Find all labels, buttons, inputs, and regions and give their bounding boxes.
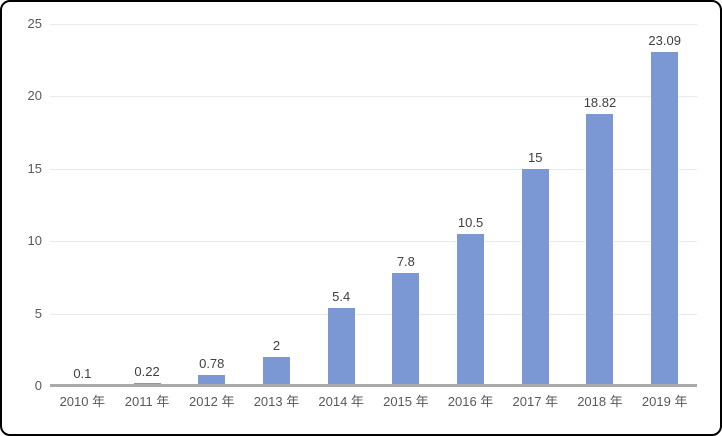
bar-column: 0.22	[115, 24, 180, 386]
y-gridline	[50, 168, 697, 170]
bar-column: 2	[244, 24, 309, 386]
bar-column: 15	[503, 24, 568, 386]
y-gridline	[50, 96, 697, 98]
bar-value-label: 18.82	[583, 94, 617, 110]
bar	[651, 51, 679, 386]
bar-value-label: 23.09	[648, 32, 681, 48]
x-axis-line	[50, 384, 697, 387]
bar	[392, 273, 420, 386]
bar-value-label: 5.4	[332, 288, 351, 304]
plot-area: 0.1 0.22 0.78 2 5.4 7.8 10.5 15 18.82 23.09 0 5 10 1…	[28, 16, 697, 393]
x-axis-tick-label: 2014 年	[318, 394, 364, 409]
bar-value-label: 15	[528, 149, 543, 165]
bar-column: 7.8	[374, 24, 439, 386]
bar-value-label: 7.8	[396, 254, 415, 270]
bar-column: 10.5	[438, 24, 503, 386]
y-gridline	[50, 241, 697, 243]
bar-value-label: 0.22	[134, 363, 160, 379]
bar-column: 18.82	[568, 24, 633, 386]
x-axis-tick-label: 2010 年	[59, 394, 106, 409]
y-axis-tick-label: 25	[27, 16, 42, 31]
x-axis-tick-label: 2017 年	[512, 394, 559, 409]
bars-row: 0.1 0.22 0.78 2 5.4 7.8 10.5 15 18.82 23.09	[50, 24, 697, 386]
bar	[198, 374, 226, 386]
x-axis-tick-label: 2013 年	[253, 394, 300, 409]
y-gridline	[50, 24, 697, 25]
y-gridline	[50, 313, 697, 315]
bar-column: 0.1	[50, 24, 115, 386]
x-axis-tick-label: 2019 年	[641, 394, 688, 409]
y-axis-tick-label: 10	[27, 233, 42, 249]
y-axis-tick-label: 15	[27, 160, 42, 176]
bar-value-label: 10.5	[457, 214, 484, 230]
bar-value-label: 0.1	[73, 365, 92, 381]
bar-column: 5.4	[309, 24, 374, 386]
bar-column: 0.78	[179, 24, 244, 386]
x-axis-tick-label: 2012 年	[188, 394, 235, 409]
x-axis-labels: 2010 年 2011 年 2012 年 2013 年 2014 年 2015 年 2016…	[50, 394, 697, 410]
x-axis-tick-label: 2016 年	[447, 394, 494, 409]
y-axis-tick-label: 20	[27, 88, 42, 104]
bar	[586, 113, 614, 386]
y-axis-tick-label: 5	[34, 305, 42, 321]
bar	[457, 233, 485, 386]
y-axis-tick-label: 0	[34, 378, 42, 393]
bar	[521, 168, 549, 386]
x-axis-tick-label: 2018 年	[577, 394, 623, 409]
bar	[262, 357, 290, 386]
x-axis-tick-label: 2011 年	[124, 394, 170, 409]
bar-column: 23.09	[632, 24, 697, 386]
bar-value-label: 0.78	[199, 355, 225, 371]
bar-value-label: 2	[272, 338, 281, 354]
x-axis-tick-label: 2015 年	[383, 394, 429, 409]
bar	[327, 307, 355, 386]
